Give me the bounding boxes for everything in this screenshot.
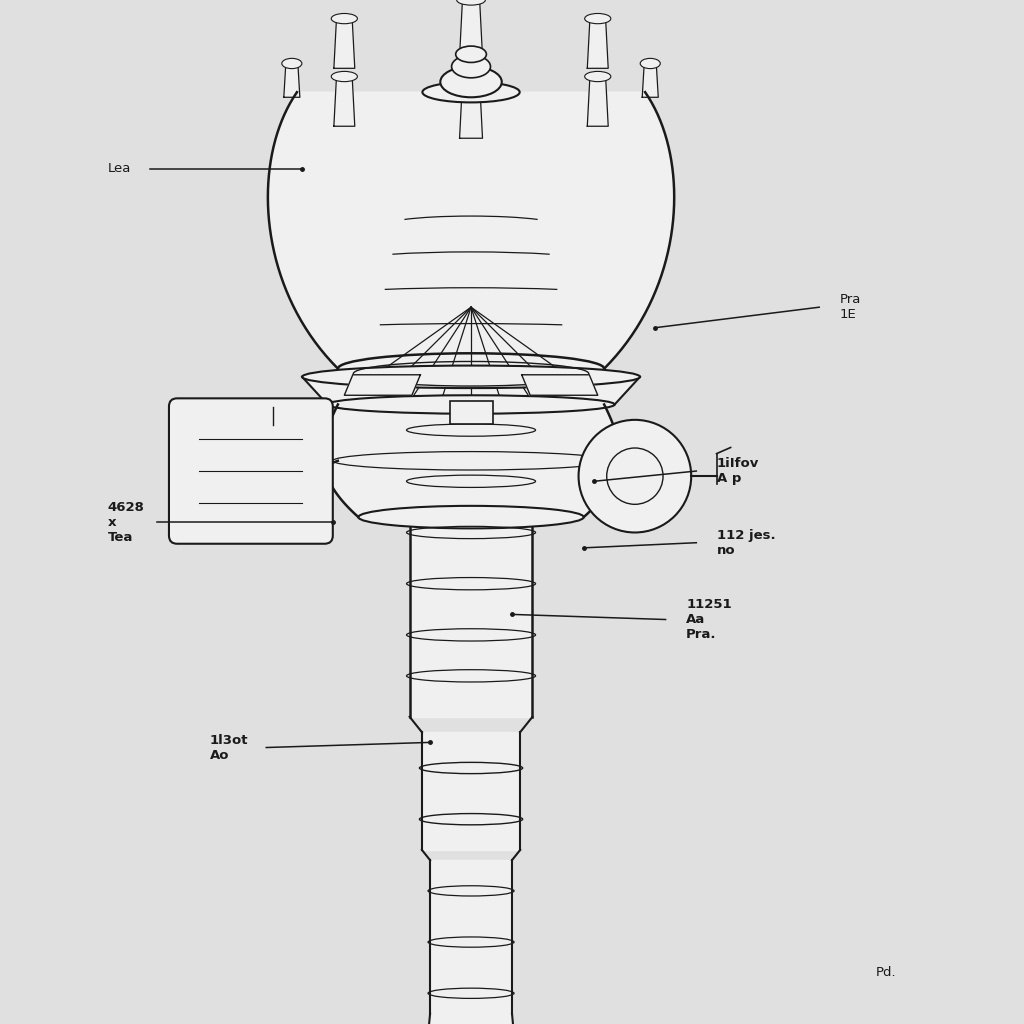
Polygon shape: [344, 375, 421, 395]
Polygon shape: [588, 18, 608, 69]
Ellipse shape: [302, 366, 640, 388]
Text: 11251
Aa
Pra.: 11251 Aa Pra.: [686, 598, 732, 641]
Polygon shape: [460, 82, 482, 138]
Polygon shape: [522, 375, 598, 395]
Text: 1l3ot
Ao: 1l3ot Ao: [210, 733, 249, 762]
Polygon shape: [334, 18, 354, 69]
Text: 4628
x
Tea: 4628 x Tea: [108, 501, 144, 544]
Polygon shape: [302, 377, 640, 404]
Polygon shape: [268, 92, 674, 369]
Polygon shape: [323, 404, 620, 517]
Ellipse shape: [585, 13, 611, 24]
Polygon shape: [430, 860, 512, 1014]
Text: 1iIfov
A p: 1iIfov A p: [717, 457, 759, 485]
Polygon shape: [410, 517, 532, 717]
Ellipse shape: [358, 506, 584, 528]
Polygon shape: [427, 1014, 515, 1024]
Ellipse shape: [331, 13, 357, 24]
Ellipse shape: [585, 72, 611, 82]
Ellipse shape: [331, 72, 357, 82]
Circle shape: [579, 420, 691, 532]
FancyBboxPatch shape: [169, 398, 333, 544]
Polygon shape: [460, 0, 482, 56]
Ellipse shape: [440, 67, 502, 97]
Bar: [450, 401, 493, 424]
Ellipse shape: [338, 353, 604, 384]
Ellipse shape: [452, 55, 490, 78]
Text: 112 jes.
no: 112 jes. no: [717, 528, 775, 557]
Ellipse shape: [457, 77, 485, 87]
Ellipse shape: [328, 395, 614, 414]
Ellipse shape: [456, 46, 486, 62]
Text: Pd.: Pd.: [876, 967, 896, 979]
Text: Lea: Lea: [108, 163, 131, 175]
Polygon shape: [642, 63, 658, 97]
Ellipse shape: [457, 0, 485, 5]
Polygon shape: [334, 77, 354, 126]
Polygon shape: [284, 63, 300, 97]
Polygon shape: [422, 732, 520, 850]
Ellipse shape: [282, 58, 302, 69]
Ellipse shape: [423, 82, 520, 102]
Ellipse shape: [640, 58, 660, 69]
Text: Pra
1E: Pra 1E: [840, 293, 861, 322]
Polygon shape: [588, 77, 608, 126]
